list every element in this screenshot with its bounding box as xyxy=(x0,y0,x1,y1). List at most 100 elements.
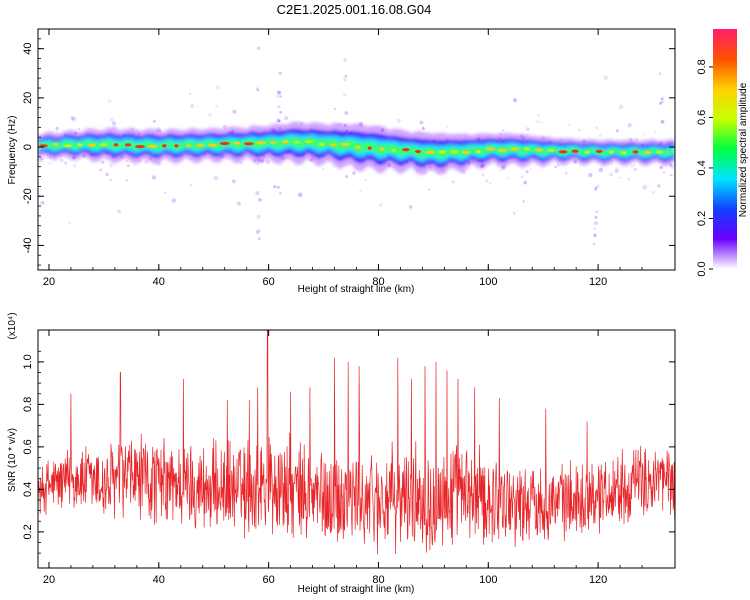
colorbar-label: Normalized spectral amplitude xyxy=(738,82,749,217)
spectrum-streak-dot xyxy=(593,233,597,237)
spectrum-speckle xyxy=(352,171,356,175)
ridge-peak-spot xyxy=(77,143,83,147)
spectrum-speckle xyxy=(539,121,542,124)
spectrum-speckle xyxy=(619,176,621,179)
spectrum-speckle xyxy=(68,221,71,225)
ridge-peak-spot xyxy=(318,142,325,146)
ridge-peak-spot xyxy=(147,144,158,148)
spectrum-speckle xyxy=(614,169,619,174)
spectrum-speckle xyxy=(38,157,43,162)
spectrum-speckle xyxy=(485,179,489,183)
snr-y-axis-label: SNR (10 * v/v) xyxy=(7,428,18,492)
spectrum-streak-dot xyxy=(276,118,281,123)
spectrum-speckle xyxy=(529,168,532,171)
ridge-peak-spot xyxy=(87,143,96,147)
ridge-peak-spot xyxy=(379,147,385,151)
ridge-peak-spot xyxy=(52,142,59,146)
spectrum-streak-dot xyxy=(343,78,347,82)
spectrum-speckle xyxy=(111,121,117,126)
spectrum-speckle xyxy=(189,184,193,187)
snr-x-tick-label: 80 xyxy=(372,574,384,586)
spectrum-speckle xyxy=(237,201,241,206)
spectrogram-y-tick-label: -20 xyxy=(22,188,34,204)
colorbar-ticks: 0.0 0.2 0.4 0.6 0.8 xyxy=(696,59,713,277)
spectrum-speckle xyxy=(537,114,540,117)
spectrum-speckle xyxy=(637,124,639,127)
spectrum-speckle xyxy=(213,175,219,181)
spectrum-speckle xyxy=(627,178,630,181)
spectrum-speckle xyxy=(59,158,64,163)
spectrogram-panel: 20 40 60 80 100 120 -40 -20 0 20 40 Height of stra… xyxy=(7,28,676,295)
spectrum-speckle xyxy=(654,131,657,134)
spectrum-speckle xyxy=(125,179,128,182)
spectrum-streak-dot xyxy=(659,165,663,170)
spectrum-speckle xyxy=(278,119,281,123)
ridge-peak-spot xyxy=(340,142,351,146)
ridge-peak-spot xyxy=(367,146,372,150)
spectrum-speckle xyxy=(109,178,113,182)
spectrum-speckle xyxy=(489,182,491,185)
spectrum-speckle xyxy=(144,159,149,165)
spectrum-speckle xyxy=(520,175,524,179)
spectrum-streak-dot xyxy=(276,90,281,95)
spectrum-streak-dot xyxy=(279,110,283,114)
snr-axes: 20 40 60 80 100 120 0.2 0.4 0.6 0.8 1.0 xyxy=(22,330,675,586)
spectrum-speckle xyxy=(557,164,560,167)
snr-y-tick-label: 0.6 xyxy=(22,439,34,454)
spectrum-speckle xyxy=(421,126,425,130)
spectrum-streak-dot xyxy=(592,242,596,246)
spectrum-speckle xyxy=(55,126,59,131)
spectrum-streak-dot xyxy=(658,72,662,76)
spectrum-speckle xyxy=(265,159,271,165)
spectrum-speckle xyxy=(189,92,192,95)
spectrum-speckle xyxy=(419,120,424,125)
ridge-peak-spot xyxy=(256,141,266,145)
spectrum-speckle xyxy=(133,164,136,166)
ridge-peak-spot xyxy=(244,142,254,146)
colorbar: 0.0 0.2 0.4 0.6 0.8 Normalized spectral ampl… xyxy=(696,29,749,277)
ridge-peak-spot xyxy=(584,150,590,154)
spectrum-speckle xyxy=(117,209,121,214)
spectrum-speckle xyxy=(40,156,45,161)
spectrum-streak-dot xyxy=(276,94,280,98)
ridge-peak-spot xyxy=(294,140,300,144)
ridge-peak-spot xyxy=(207,143,218,147)
spectrum-speckle xyxy=(598,167,604,173)
spectrum-streak-dot xyxy=(344,74,348,78)
ridge-peak-spot xyxy=(233,141,241,145)
spectrum-speckle xyxy=(642,184,648,190)
ridge-peak-spot xyxy=(547,148,555,152)
colorbar-gradient xyxy=(713,29,737,269)
spectrogram-axes: 20 40 60 80 100 120 -40 -20 0 20 40 xyxy=(22,29,675,288)
spectrum-streak-dot xyxy=(257,237,261,241)
spectrum-speckle xyxy=(428,188,431,191)
ridge-peak-spot xyxy=(196,143,205,147)
spectrum-streak-dot xyxy=(660,96,665,101)
spectrum-streak-dot xyxy=(594,188,597,191)
spectrum-speckle xyxy=(651,190,655,194)
spectrum-speckle xyxy=(189,103,195,109)
spectrum-streak-dot xyxy=(343,93,347,97)
spectrum-streak-dot xyxy=(257,89,260,92)
spectrum-speckle xyxy=(222,124,228,130)
ridge-peak-spot xyxy=(632,150,639,154)
ridge-peak-spot xyxy=(135,145,146,149)
ridge-peak-spot xyxy=(219,141,230,146)
spectrum-speckle xyxy=(618,104,624,110)
ridge-peak-spot xyxy=(354,145,361,149)
spectrum-streak-dot xyxy=(256,228,261,233)
spectrum-speckle xyxy=(615,129,620,133)
spectrum-streak-dot xyxy=(594,215,598,219)
spectrogram-x-tick-label: 60 xyxy=(263,276,275,288)
spectrum-streak-dot xyxy=(256,214,261,219)
colorbar-tick-label: 0.0 xyxy=(696,261,708,276)
spectrum-speckle xyxy=(670,173,673,177)
spectrum-speckle xyxy=(633,163,636,166)
spectrum-speckle xyxy=(630,165,633,168)
spectrum-speckle xyxy=(634,168,637,171)
ridge-peak-spot xyxy=(609,150,614,154)
spectrum-streak-dot xyxy=(279,192,282,195)
spectrum-streak-dot xyxy=(345,175,349,179)
spectrum-speckle xyxy=(232,109,237,114)
spectrum-streak-dot xyxy=(257,46,261,50)
